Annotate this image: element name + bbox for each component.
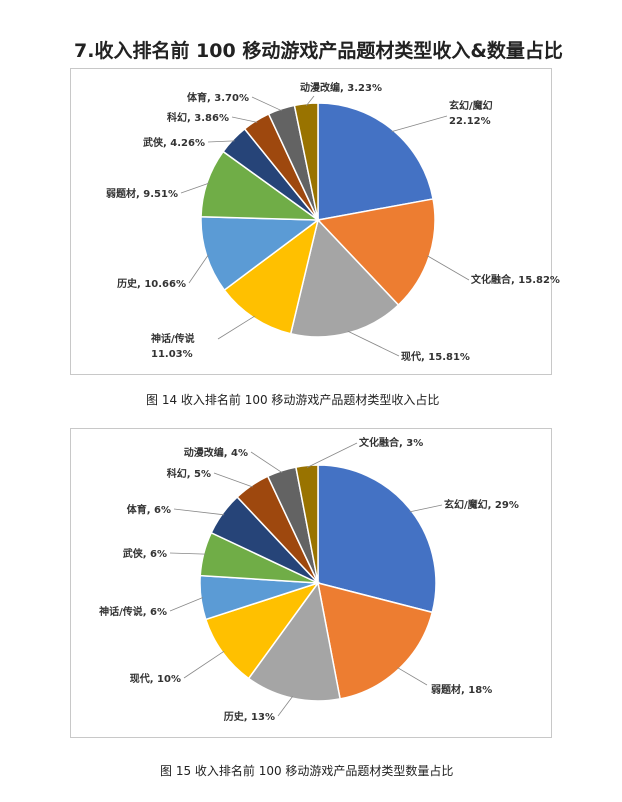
leader-line-0-0 (391, 115, 448, 133)
leader-line-0-1 (427, 255, 470, 281)
data-label-1-8: 动漫改编, 4% (184, 446, 248, 459)
data-label-0-9: 动漫改编, 3.23% (300, 81, 382, 94)
data-label-0-3: 神话/传说 11.03% (151, 332, 195, 360)
leader-line-1-4 (169, 597, 204, 612)
data-label-1-5: 武侠, 6% (123, 547, 167, 560)
leader-line-0-4 (188, 254, 209, 284)
leader-line-0-3 (217, 315, 255, 340)
data-label-1-2: 历史, 13% (224, 710, 275, 723)
leader-line-1-5 (169, 552, 206, 555)
pie-slice-0-1 (316, 198, 436, 307)
leader-line-1-9 (306, 442, 358, 468)
data-label-1-9: 文化融合, 3% (359, 436, 423, 449)
data-label-1-4: 神话/传说, 6% (99, 605, 167, 618)
count-share-pie-chart: 玄幻/魔幻, 29% 弱题材, 18% 历史, 13% 现代, 10% 神话/传说, 6… (99, 436, 519, 723)
pie-slice-1-9 (295, 464, 319, 584)
page-heading: 7.收入排名前 100 移动游戏产品题材类型收入&数量占比 (74, 40, 563, 62)
revenue-share-pie-chart: 玄幻/魔幻 22.12% 文化融合, 15.82% 现代, 15.81% 神话/传说 11… (106, 81, 560, 363)
data-label-1-0: 玄幻/魔幻, 29% (444, 498, 519, 511)
data-label-0-8: 体育, 3.70% (187, 91, 249, 104)
pie-slice-1-2 (247, 581, 341, 702)
pie-slice-0-2 (289, 218, 400, 338)
leader-line-1-8 (250, 451, 283, 474)
pie-slice-0-4 (200, 215, 321, 292)
leader-line-0-8 (251, 96, 283, 112)
leader-line-0-2 (347, 330, 400, 357)
revenue-share-chart-frame: 玄幻/魔幻 22.12% 文化融合, 15.82% 现代, 15.81% 神话/传说 11… (70, 68, 560, 375)
data-label-0-0: 玄幻/魔幻 22.12% (449, 99, 493, 127)
leader-line-1-7 (213, 472, 253, 488)
figure-15-caption: 图 15 收入排名前 100 移动游戏产品题材类型数量占比 (160, 764, 454, 778)
data-label-0-7: 科幻, 3.86% (167, 111, 229, 124)
data-label-0-1: 文化融合, 15.82% (471, 273, 560, 286)
data-label-0-6: 武侠, 4.26% (143, 136, 205, 149)
data-label-0-5: 弱题材, 9.51% (106, 187, 178, 200)
leader-line-0-9 (306, 95, 315, 106)
leader-line-0-5 (180, 182, 210, 194)
count-share-chart-frame: 玄幻/魔幻, 29% 弱题材, 18% 历史, 13% 现代, 10% 神话/传说, 6… (70, 428, 552, 738)
data-label-1-3: 现代, 10% (130, 672, 181, 685)
leader-line-1-1 (397, 667, 428, 686)
data-label-1-7: 科幻, 5% (167, 467, 211, 480)
leader-line-0-7 (231, 116, 258, 123)
pie-slice-0-0 (317, 102, 434, 221)
leader-line-1-2 (277, 695, 294, 717)
pie-slice-1-0 (317, 464, 437, 614)
data-label-0-2: 现代, 15.81% (401, 350, 470, 363)
data-label-1-6: 体育, 6% (127, 503, 171, 516)
leader-line-1-3 (183, 650, 225, 679)
data-label-0-4: 历史, 10.66% (117, 277, 186, 290)
leader-line-0-6 (207, 140, 235, 143)
leader-line-1-6 (173, 508, 225, 516)
data-label-1-1: 弱题材, 18% (431, 683, 492, 696)
pie-slice-1-1 (317, 581, 434, 700)
pie-slice-0-3 (223, 218, 320, 335)
pie-slice-0-9 (293, 102, 319, 221)
leader-line-1-0 (409, 504, 443, 513)
figure-14-caption: 图 14 收入排名前 100 移动游戏产品题材类型收入占比 (146, 393, 440, 407)
